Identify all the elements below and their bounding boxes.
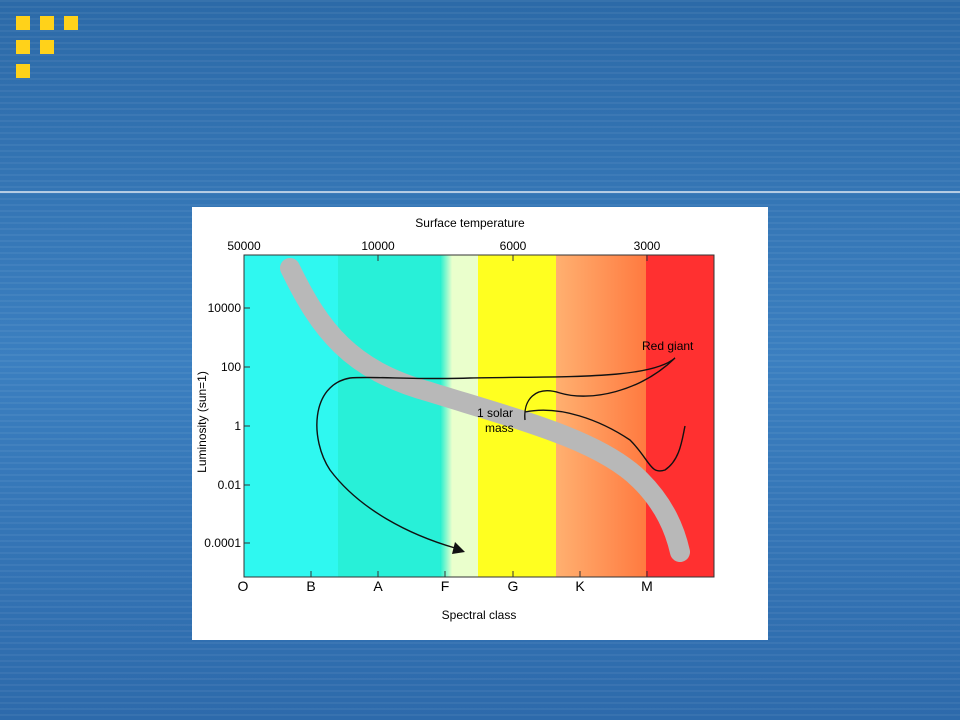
class-label: G — [508, 578, 519, 594]
left-tick-label: 10000 — [208, 301, 242, 315]
top-tick-label: 50000 — [227, 239, 261, 253]
solar-mass-label: mass — [485, 421, 514, 435]
red-giant-label: Red giant — [642, 339, 694, 353]
class-label: B — [306, 578, 315, 594]
plot-bands — [243, 254, 715, 578]
class-label: M — [641, 578, 653, 594]
evolution-track-branch — [524, 409, 686, 472]
class-label: O — [238, 578, 249, 594]
top-tick-label: 10000 — [361, 239, 395, 253]
left-tick-label: 0.01 — [218, 478, 242, 492]
tick-marks — [243, 255, 648, 577]
left-axis-title: Luminosity (sun=1) — [195, 371, 209, 473]
top-tick-label: 6000 — [500, 239, 527, 253]
bottom-axis-title: Spectral class — [442, 608, 517, 622]
class-label: K — [575, 578, 585, 594]
evolution-track — [316, 357, 676, 549]
spectral-classes: O B A F G K M — [238, 578, 653, 594]
left-tick-label: 0.0001 — [204, 536, 241, 550]
logo-squares — [16, 16, 78, 78]
top-tick-label: 3000 — [634, 239, 661, 253]
top-axis-title: Surface temperature — [415, 216, 525, 230]
solar-mass-label: 1 solar — [477, 406, 513, 420]
left-tick-label: 1 — [234, 419, 241, 433]
main-sequence — [280, 258, 690, 562]
left-tick-label: 100 — [221, 360, 241, 374]
class-label: A — [373, 578, 383, 594]
arrowhead — [452, 542, 465, 554]
class-label: F — [441, 578, 450, 594]
